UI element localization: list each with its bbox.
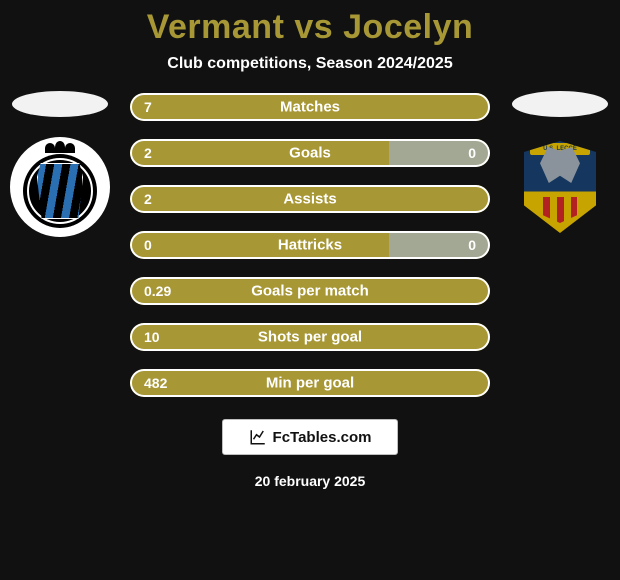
bar-left-fill — [130, 231, 389, 259]
metric-label: Goals — [289, 145, 331, 162]
us-lecce-logo: U.S. LECCE — [524, 141, 596, 233]
team-crest-left — [10, 137, 110, 237]
footer-date: 20 february 2025 — [255, 473, 366, 489]
content-root: Vermant vs Jocelyn Club competitions, Se… — [0, 0, 620, 580]
metric-value-left: 0 — [144, 237, 152, 253]
metric-value-left: 10 — [144, 329, 160, 345]
metric-label: Min per goal — [266, 375, 354, 392]
metric-row: 482 Min per goal — [130, 369, 490, 397]
comparison-area: U.S. LECCE 7 Matches 2 0 Goals 2 Assists 0 0 Hatt… — [0, 91, 620, 397]
title-vs: vs — [294, 8, 333, 46]
metrics-bars: 7 Matches 2 0 Goals 2 Assists 0 0 Hattricks 0.29 Go… — [130, 91, 490, 397]
metric-value-left: 2 — [144, 191, 152, 207]
metric-row: 0 0 Hattricks — [130, 231, 490, 259]
club-brugge-logo — [10, 137, 110, 237]
subtitle: Club competitions, Season 2024/2025 — [167, 55, 452, 73]
metric-value-right: 0 — [468, 237, 476, 253]
footer-brand-badge: FcTables.com — [222, 419, 398, 455]
bar-left-fill — [130, 139, 389, 167]
footer-brand-text: FcTables.com — [273, 429, 372, 446]
team-crest-right: U.S. LECCE — [510, 137, 610, 237]
title-player-right: Jocelyn — [343, 8, 473, 46]
metric-row: 0.29 Goals per match — [130, 277, 490, 305]
page-title: Vermant vs Jocelyn — [147, 8, 474, 47]
metric-value-left: 0.29 — [144, 283, 171, 299]
metric-label: Goals per match — [251, 283, 369, 300]
chart-icon — [249, 428, 267, 446]
metric-label: Matches — [280, 99, 340, 116]
metric-label: Hattricks — [278, 237, 342, 254]
metric-value-left: 2 — [144, 145, 152, 161]
metric-value-left: 482 — [144, 375, 167, 391]
metric-value-right: 0 — [468, 145, 476, 161]
metric-value-left: 7 — [144, 99, 152, 115]
ellipse-right — [512, 91, 608, 117]
metric-row: 2 Assists — [130, 185, 490, 213]
metric-row: 10 Shots per goal — [130, 323, 490, 351]
metric-row: 2 0 Goals — [130, 139, 490, 167]
ellipse-left — [12, 91, 108, 117]
metric-row: 7 Matches — [130, 93, 490, 121]
metric-label: Assists — [283, 191, 336, 208]
title-player-left: Vermant — [147, 8, 285, 46]
metric-label: Shots per goal — [258, 329, 362, 346]
